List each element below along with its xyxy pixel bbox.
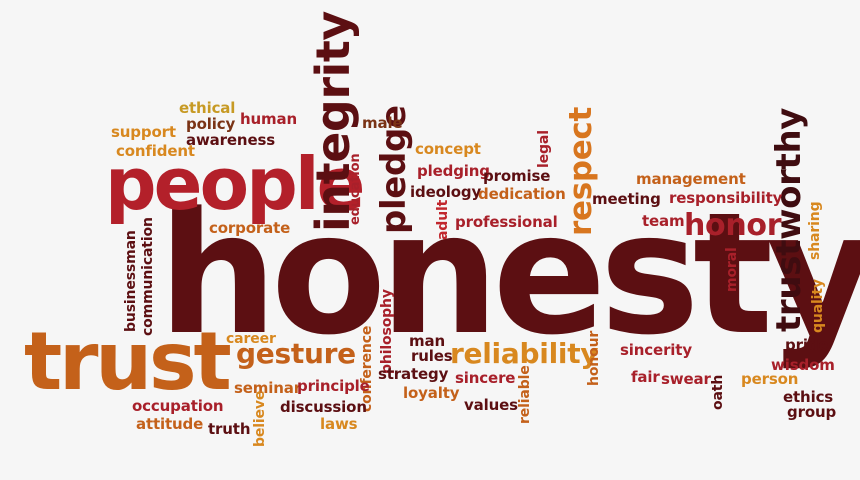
word-policy: policy: [186, 115, 236, 133]
word-philosophy: philosophy: [379, 289, 395, 374]
word-awareness: awareness: [186, 131, 276, 149]
word-promise: promise: [483, 167, 551, 185]
word-seminar: seminar: [234, 379, 302, 397]
word-pride: pride: [785, 336, 829, 354]
word-support: support: [111, 123, 176, 141]
word-truth: truth: [208, 420, 251, 438]
word-strategy: strategy: [378, 365, 449, 383]
word-person: person: [741, 370, 799, 388]
word-oath: oath: [710, 374, 726, 410]
word-ethics: ethics: [783, 388, 834, 406]
word-sincerity: sincerity: [620, 341, 692, 359]
word-swear: swear: [661, 370, 711, 388]
word-wisdom: wisdom: [771, 356, 835, 374]
word-education: education: [348, 153, 363, 225]
word-human: human: [240, 110, 298, 128]
word-responsibility: responsibility: [669, 189, 783, 207]
word-group: group: [787, 403, 837, 421]
word-fair: fair: [631, 368, 660, 386]
word-honor: honor: [684, 208, 782, 243]
word-communication: communication: [140, 217, 156, 336]
word-occupation: occupation: [132, 397, 224, 415]
word-rules: rules: [411, 347, 453, 365]
word-team: team: [642, 212, 685, 230]
word-honour: honour: [586, 330, 602, 386]
word-meeting: meeting: [592, 190, 661, 208]
word-sincere: sincere: [455, 369, 516, 387]
word-adult: adult: [435, 199, 451, 240]
word-ideology: ideology: [410, 183, 482, 201]
word-corporate: corporate: [209, 219, 291, 237]
word-confident: confident: [116, 142, 195, 160]
word-respect: respect: [563, 106, 599, 236]
word-man: man: [409, 332, 445, 350]
word-dedication: dedication: [478, 185, 566, 203]
word-male: male: [362, 114, 403, 132]
word-reliable: reliable: [517, 365, 533, 424]
word-gesture: gesture: [236, 337, 356, 370]
word-professional: professional: [455, 213, 558, 231]
word-legal: legal: [536, 130, 552, 168]
word-principle: principle: [297, 377, 370, 395]
word-career: career: [226, 331, 276, 347]
word-believe: believe: [252, 390, 268, 447]
word-management: management: [636, 170, 746, 188]
word-quality: quality: [810, 279, 826, 333]
word-businessman: businessman: [123, 230, 139, 332]
word-loyalty: loyalty: [403, 384, 460, 402]
word-laws: laws: [320, 415, 358, 433]
word-ethical: ethical: [179, 99, 236, 117]
word-trust: trust: [24, 315, 232, 408]
word-values: values: [464, 396, 518, 414]
word-people: people: [105, 142, 365, 226]
word-pledging: pledging: [417, 162, 490, 180]
word-concept: concept: [415, 140, 481, 158]
word-reliability: reliability: [450, 337, 599, 370]
word-moral: moral: [724, 247, 740, 292]
word-sharing: sharing: [807, 201, 823, 260]
word-honesty: honesty: [158, 176, 860, 372]
word-discussion: discussion: [280, 398, 367, 416]
word-attitude: attitude: [136, 415, 204, 433]
